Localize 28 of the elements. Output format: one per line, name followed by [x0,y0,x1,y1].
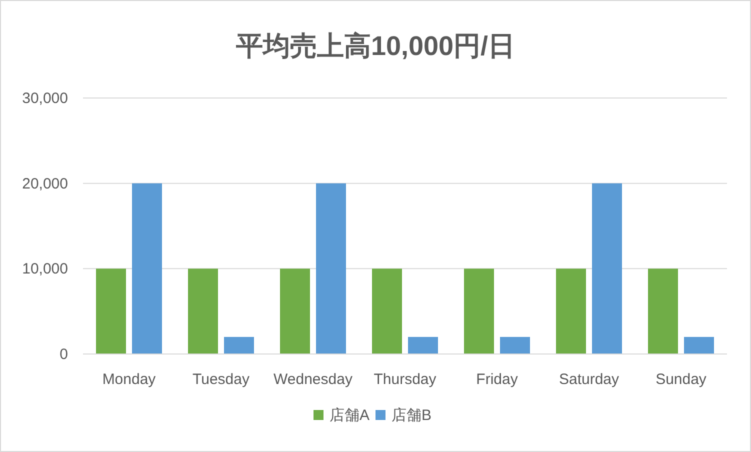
x-tick-label: Thursday [374,371,437,388]
bar [408,336,438,354]
bar [464,268,494,354]
bar [556,268,586,354]
bar [188,268,218,354]
bar [96,268,126,354]
x-tick-label: Saturday [558,371,620,388]
x-tick-label: Tuesday [192,371,250,388]
y-tick-label: 10,000 [22,260,68,278]
bar [592,183,622,354]
legend-label: 店舗A [330,407,370,424]
bar [500,336,530,354]
x-tick-label: Friday [476,371,518,388]
bar [132,183,162,354]
bar [648,268,678,354]
chart-title: 平均売上高10,000円/日 [234,31,516,61]
y-tick-label: 30,000 [22,90,68,107]
y-tick-label: 0 [60,346,68,363]
y-tick-label: 20,000 [22,175,68,192]
x-tick-label: Monday [102,371,156,388]
bar [372,268,402,354]
x-tick-label: Sunday [656,371,707,388]
x-tick-label: Wednesday [274,371,353,388]
bar [224,336,254,354]
bar [280,268,310,354]
bar [684,336,714,354]
legend-label: 店舗B [392,407,432,424]
bar [316,183,346,354]
